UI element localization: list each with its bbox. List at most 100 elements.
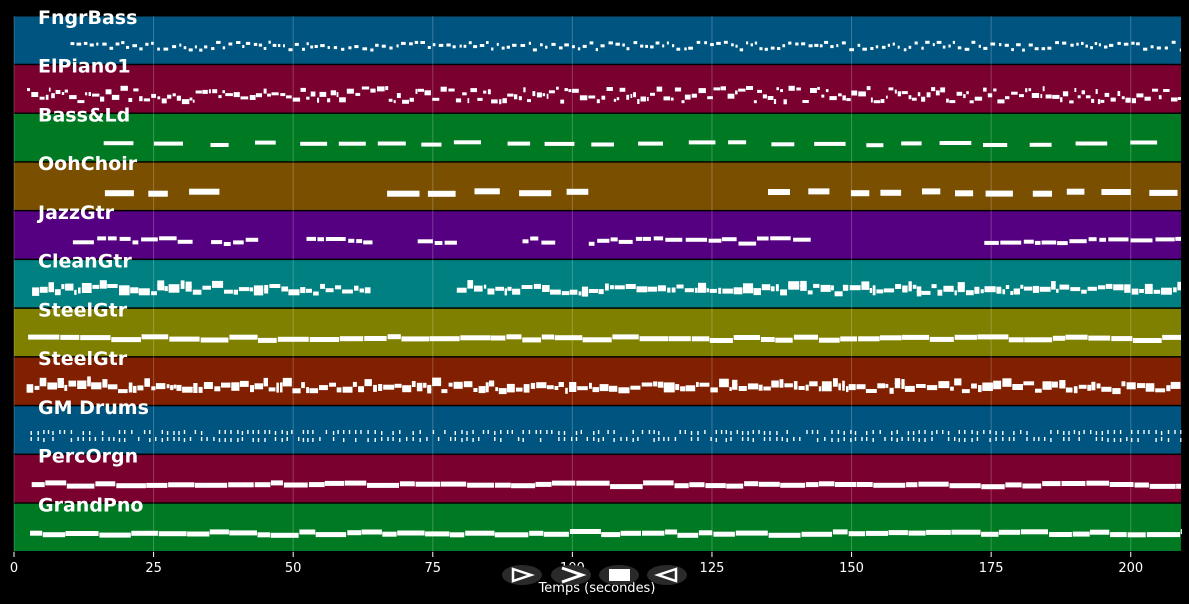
note: [696, 40, 701, 44]
note: [133, 88, 139, 92]
note: [800, 280, 807, 287]
note: [494, 431, 496, 435]
note: [954, 334, 977, 340]
track-lane: [14, 260, 1181, 308]
note: [381, 431, 383, 435]
note: [613, 98, 617, 102]
note: [786, 430, 788, 434]
note: [1153, 289, 1161, 294]
note: [698, 88, 706, 94]
labels-layer: FngrBass ElPiano1 Bass&Ld OohChoir JazzGtr Cl…: [36, 7, 149, 516]
note: [912, 431, 915, 435]
note: [1034, 240, 1041, 245]
track-lane: [14, 308, 1181, 357]
note: [887, 43, 890, 47]
note: [1095, 437, 1098, 441]
note: [527, 99, 531, 103]
note: [444, 240, 457, 245]
note: [560, 99, 565, 104]
track-label: GM Drums: [38, 397, 149, 419]
note: [258, 337, 277, 343]
note: [1076, 42, 1079, 46]
note: [43, 430, 45, 434]
note: [478, 437, 480, 441]
note: [593, 431, 595, 435]
note: [264, 288, 269, 294]
note: [982, 386, 993, 391]
note: [759, 47, 763, 51]
note: [367, 430, 369, 434]
note: [520, 44, 526, 47]
note: [1174, 430, 1176, 434]
note: [267, 93, 271, 97]
note: [554, 335, 583, 341]
note: [151, 386, 156, 391]
note: [983, 46, 988, 50]
note: [263, 381, 268, 387]
note: [367, 438, 369, 442]
note: [743, 283, 754, 290]
note: [519, 190, 552, 197]
note: [770, 46, 775, 50]
note: [209, 529, 229, 535]
note: [838, 93, 842, 97]
note: [485, 386, 489, 393]
note: [89, 437, 91, 441]
note: [1164, 46, 1168, 50]
note: [1042, 86, 1045, 92]
stop-button[interactable]: [599, 565, 639, 585]
note: [45, 480, 67, 486]
note: [713, 87, 721, 91]
note: [598, 289, 604, 295]
note: [814, 141, 846, 146]
note: [1137, 438, 1139, 442]
note: [194, 45, 197, 49]
note: [74, 289, 77, 295]
note: [793, 381, 798, 387]
note: [769, 437, 771, 441]
note: [846, 386, 849, 393]
note: [121, 41, 125, 45]
note: [733, 335, 760, 340]
note: [313, 291, 319, 296]
note: [337, 430, 339, 434]
note: [697, 431, 699, 435]
note: [674, 87, 682, 92]
note: [728, 140, 747, 145]
note: [1081, 41, 1084, 45]
note: [1055, 41, 1059, 45]
note: [474, 285, 483, 292]
fast-forward-button[interactable]: [551, 565, 591, 585]
track-lane: [14, 406, 1182, 454]
note: [212, 283, 224, 288]
note: [119, 285, 130, 292]
note: [173, 431, 175, 435]
rewind-icon: [654, 567, 678, 583]
note: [558, 431, 560, 435]
note: [732, 383, 738, 390]
note: [133, 385, 137, 390]
note: [202, 89, 208, 94]
note: [1050, 438, 1052, 442]
note: [51, 93, 55, 99]
note: [1081, 90, 1085, 95]
note: [128, 98, 133, 102]
play-button[interactable]: [502, 565, 542, 585]
note: [780, 89, 783, 93]
note: [861, 281, 870, 287]
note: [565, 387, 568, 394]
note: [747, 437, 749, 441]
note: [532, 91, 536, 97]
note: [788, 281, 800, 287]
note: [335, 285, 342, 290]
note: [30, 431, 32, 435]
note: [203, 385, 213, 389]
note: [656, 86, 663, 92]
note: [1070, 43, 1074, 47]
note: [483, 90, 487, 94]
note: [640, 44, 644, 48]
note: [355, 438, 357, 442]
note: [588, 241, 595, 246]
rewind-button[interactable]: [647, 565, 687, 585]
note: [1123, 42, 1129, 46]
